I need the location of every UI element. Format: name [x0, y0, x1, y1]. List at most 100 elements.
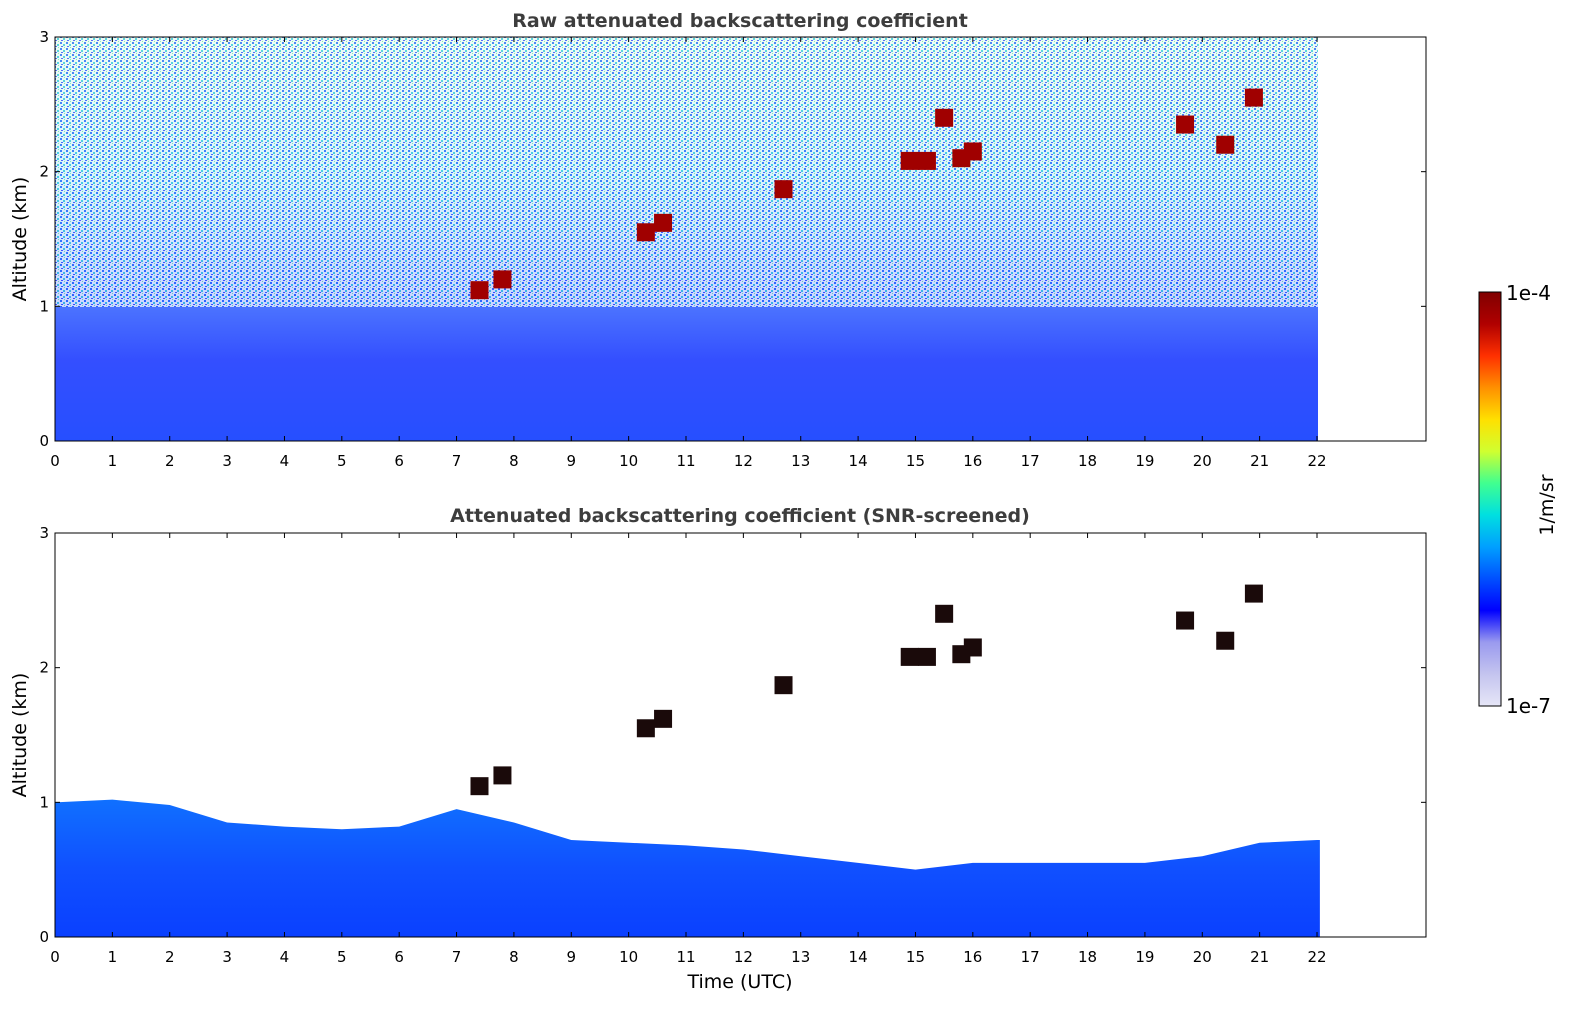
x-tick-label: 1 — [108, 948, 118, 966]
x-tick-label: 16 — [963, 948, 982, 966]
colorbar-gradient — [1478, 291, 1502, 707]
x-tick-label: 9 — [567, 948, 577, 966]
x-tick-label: 12 — [734, 948, 753, 966]
x-tick-label: 7 — [452, 948, 462, 966]
y-axis-ticks: 0 1 2 3 — [39, 524, 1426, 946]
x-tick-label: 10 — [619, 948, 638, 966]
x-tick-label: 13 — [791, 452, 810, 470]
x-tick-label: 18 — [1078, 948, 1097, 966]
x-tick-label: 12 — [734, 452, 753, 470]
x-axis-label: Time (UTC) — [686, 971, 792, 993]
cloud-feature — [917, 151, 936, 170]
x-tick-label: 0 — [50, 948, 60, 966]
x-tick-label: 5 — [337, 452, 347, 470]
heatmap-noise — [55, 37, 1318, 307]
heatmap-area — [55, 37, 1318, 441]
heatmap-area — [55, 584, 1320, 937]
cloud-feature — [774, 676, 793, 695]
x-tick-label: 22 — [1307, 948, 1326, 966]
x-tick-label: 17 — [1021, 948, 1040, 966]
x-tick-label: 20 — [1193, 948, 1212, 966]
x-tick-label: 13 — [791, 948, 810, 966]
cloud-feature — [493, 270, 512, 289]
cloud-feature — [470, 777, 489, 796]
x-tick-label: 2 — [165, 452, 175, 470]
x-tick-label: 4 — [280, 948, 290, 966]
y-tick-label: 1 — [39, 793, 49, 811]
cloud-features — [470, 88, 1263, 300]
y-tick-label: 0 — [39, 432, 49, 450]
colorbar-max-label: 1e-4 — [1506, 281, 1551, 305]
cloud-feature — [470, 281, 489, 300]
y-axis-ticks: 0 1 2 3 — [39, 28, 1426, 450]
x-tick-label: 15 — [906, 948, 925, 966]
cloud-feature — [636, 719, 655, 738]
cloud-feature — [935, 108, 954, 127]
cloud-feature — [636, 223, 655, 242]
y-axis-label: Altitude (km) — [9, 673, 31, 798]
x-tick-label: 2 — [165, 948, 175, 966]
snr-screened-panel: Attenuated backscattering coefficient (S… — [9, 505, 1427, 993]
y-tick-label: 2 — [39, 659, 49, 677]
x-tick-label: 3 — [222, 948, 232, 966]
x-tick-label: 11 — [676, 452, 695, 470]
cloud-feature — [1176, 115, 1195, 134]
x-axis-ticks: 0 1 2 3 4 5 6 7 8 9 10 11 12 13 14 15 16 17 18 19 20 21 22 — [50, 37, 1327, 470]
colorbar: 1e-4 1e-7 1/m/sr — [1478, 281, 1558, 718]
x-tick-label: 16 — [963, 452, 982, 470]
x-tick-label: 10 — [619, 452, 638, 470]
colorbar-unit-label: 1/m/sr — [1536, 474, 1558, 535]
x-tick-label: 22 — [1307, 452, 1326, 470]
y-tick-label: 2 — [39, 163, 49, 181]
cloud-feature — [493, 766, 512, 785]
x-tick-label: 14 — [849, 452, 868, 470]
cloud-feature — [654, 213, 673, 232]
x-tick-label: 8 — [509, 452, 519, 470]
x-axis-ticks: 0 1 2 3 4 5 6 7 8 9 10 11 12 13 14 15 16 17 18 19 20 21 22 — [50, 533, 1327, 966]
raw-backscatter-panel: Raw attenuated backscattering coefficien… — [9, 10, 1427, 470]
x-tick-label: 11 — [676, 948, 695, 966]
cloud-feature — [654, 709, 673, 728]
boundary-layer-region — [55, 799, 1320, 937]
cloud-features — [470, 584, 1263, 796]
x-tick-label: 20 — [1193, 452, 1212, 470]
x-tick-label: 14 — [849, 948, 868, 966]
y-axis-label: Altitude (km) — [9, 177, 31, 302]
plot-frame — [54, 532, 1427, 938]
x-tick-label: 21 — [1250, 948, 1269, 966]
colorbar-min-label: 1e-7 — [1506, 694, 1551, 718]
x-tick-label: 3 — [222, 452, 232, 470]
x-tick-label: 5 — [337, 948, 347, 966]
cloud-feature — [774, 180, 793, 199]
x-tick-label: 17 — [1021, 452, 1040, 470]
y-tick-label: 3 — [39, 28, 49, 46]
y-tick-label: 0 — [39, 928, 49, 946]
x-tick-label: 1 — [108, 452, 118, 470]
panel-title: Raw attenuated backscattering coefficien… — [512, 10, 968, 32]
y-tick-label: 1 — [39, 297, 49, 315]
plot-frame — [54, 36, 1427, 442]
panel-title: Attenuated backscattering coefficient (S… — [450, 505, 1030, 527]
cloud-feature — [1244, 88, 1263, 107]
x-tick-label: 8 — [509, 948, 519, 966]
x-tick-label: 15 — [906, 452, 925, 470]
cloud-feature — [900, 647, 919, 666]
x-tick-label: 0 — [50, 452, 60, 470]
cloud-feature — [1176, 611, 1195, 630]
y-tick-label: 3 — [39, 524, 49, 542]
x-tick-label: 4 — [280, 452, 290, 470]
cloud-feature — [917, 647, 936, 666]
x-tick-label: 7 — [452, 452, 462, 470]
cloud-feature — [900, 151, 919, 170]
x-tick-label: 9 — [567, 452, 577, 470]
x-tick-label: 19 — [1135, 452, 1154, 470]
cloud-feature — [1216, 631, 1235, 650]
cloud-feature — [935, 604, 954, 623]
cloud-feature — [1244, 584, 1263, 603]
x-tick-label: 6 — [394, 452, 404, 470]
cloud-feature — [963, 142, 982, 161]
x-tick-label: 6 — [394, 948, 404, 966]
cloud-feature — [1216, 135, 1235, 154]
x-tick-label: 19 — [1135, 948, 1154, 966]
